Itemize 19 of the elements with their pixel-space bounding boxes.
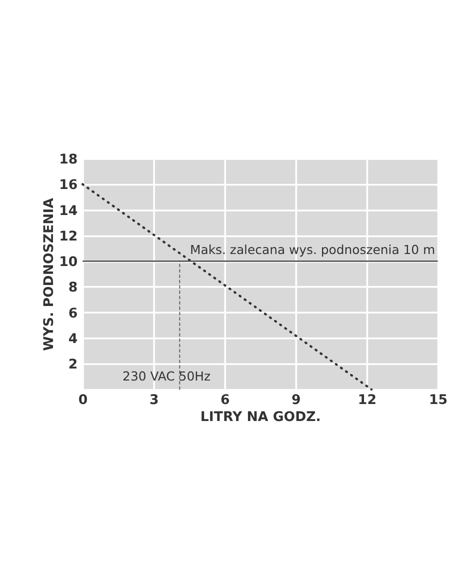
y-tick-label: 18 bbox=[59, 152, 78, 168]
y-tick-label: 4 bbox=[68, 332, 78, 348]
x-axis-title: LITRY NA GODZ. bbox=[200, 410, 321, 425]
y-tick-label: 10 bbox=[59, 255, 78, 270]
x-tick-label: 9 bbox=[292, 393, 301, 408]
y-tick-label: 2 bbox=[68, 358, 78, 373]
y-tick-label: 8 bbox=[68, 280, 78, 296]
annotation: 230 VAC 50Hz bbox=[122, 368, 210, 384]
y-tick-label: 12 bbox=[59, 229, 78, 244]
x-tick-label: 3 bbox=[149, 393, 159, 408]
y-axis-title: WYS. PODNOSZENIA bbox=[42, 197, 57, 351]
x-tick-label: 12 bbox=[358, 393, 376, 408]
x-tick-label: 6 bbox=[220, 393, 230, 408]
y-tick-label: 6 bbox=[68, 306, 78, 322]
x-tick-label: 0 bbox=[78, 393, 88, 408]
x-tick-label: 15 bbox=[428, 393, 448, 408]
y-tick-label: 16 bbox=[59, 178, 78, 194]
y-tick-label: 14 bbox=[59, 204, 78, 219]
ref-line-label: Maks. zalecana wys. podnoszenia 10 m bbox=[190, 242, 436, 258]
